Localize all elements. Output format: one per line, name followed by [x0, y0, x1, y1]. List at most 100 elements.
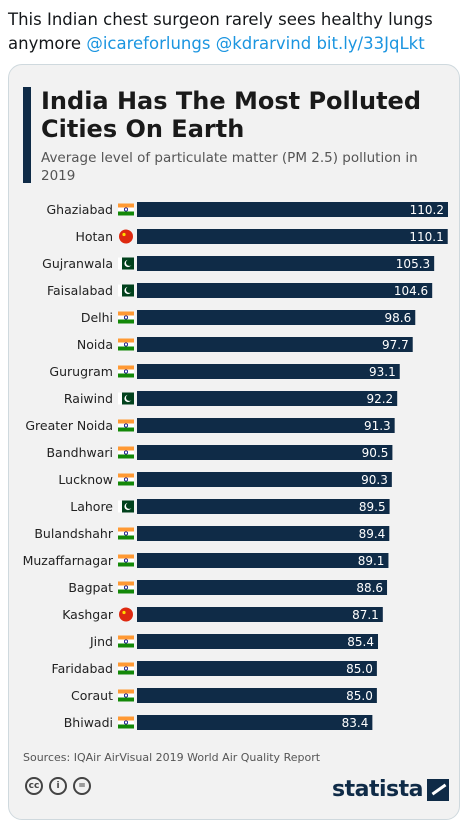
bar — [137, 229, 448, 244]
bar — [137, 553, 389, 568]
value-label: 105.3 — [396, 257, 430, 271]
flag-india-icon — [118, 419, 134, 424]
flag-india-icon-band — [118, 531, 134, 536]
value-label: 89.4 — [359, 527, 386, 541]
flag-india-icon-wheel — [124, 423, 129, 428]
flag-china-icon — [119, 229, 133, 244]
flag-india-icon-band — [118, 346, 134, 351]
flag-india-icon-band — [118, 342, 134, 347]
value-label: 85.4 — [347, 635, 374, 649]
city-label: Gujranwala — [42, 256, 113, 271]
city-label: Kashgar — [62, 607, 114, 622]
city-label: Hotan — [75, 229, 113, 244]
flag-india-icon-wheel — [124, 585, 129, 590]
flag-india-icon — [118, 311, 134, 316]
statista-logo[interactable]: statista — [332, 777, 449, 802]
flag-india-icon-band — [118, 589, 134, 594]
flag-india-icon-band — [118, 585, 134, 590]
flag-india-icon-band — [118, 427, 134, 432]
flag-india-icon-band — [118, 697, 134, 702]
city-label: Bulandshahr — [34, 526, 114, 541]
short-url-link[interactable]: bit.ly/33JqLkt — [316, 34, 425, 53]
bar — [137, 256, 435, 271]
flag-india-icon-band — [118, 373, 134, 378]
bar — [137, 634, 379, 649]
flag-india-icon-band — [118, 670, 134, 675]
flag-india-icon-band — [118, 369, 134, 374]
flag-india-icon-wheel — [124, 207, 129, 212]
flag-india-icon-band — [118, 319, 134, 324]
value-label: 93.1 — [369, 365, 396, 379]
flag-india-icon-band — [118, 454, 134, 459]
chart-title: India Has The Most Polluted Cities On Ea… — [41, 87, 422, 143]
mention-link-kdrarvind[interactable]: @kdrarvind — [215, 34, 312, 53]
flag-india-icon-band — [118, 481, 134, 486]
flag-india-icon-band — [118, 693, 134, 698]
infographic-card[interactable]: India Has The Most Polluted Cities On Ea… — [8, 64, 460, 820]
value-label: 110.1 — [409, 230, 443, 244]
flag-china-icon-star — [122, 610, 126, 615]
value-label: 85.0 — [346, 689, 373, 703]
flag-india-icon-band — [118, 207, 134, 212]
bar — [137, 715, 373, 730]
city-label: Noida — [77, 337, 113, 352]
value-label: 85.0 — [346, 662, 373, 676]
flag-pakistan-icon-band — [118, 257, 122, 270]
chart-subtitle: Average level of particulate matter (PM … — [41, 150, 418, 184]
flag-india-icon-wheel — [124, 342, 129, 347]
flag-china-icon — [119, 607, 133, 622]
flag-india-icon — [118, 554, 134, 559]
flag-india-icon — [118, 689, 134, 694]
bar — [137, 310, 416, 325]
value-label: 83.4 — [342, 716, 369, 730]
flag-india-icon — [118, 581, 134, 586]
city-label: Lahore — [70, 499, 113, 514]
no-derivatives-icon: = — [73, 777, 91, 795]
flag-india-icon — [118, 365, 134, 370]
source-note: Sources: IQAir AirVisual 2019 World Air … — [23, 751, 321, 764]
flag-india-icon — [118, 716, 134, 721]
city-label: Coraut — [71, 688, 113, 703]
bar — [137, 661, 377, 676]
flag-india-icon — [118, 473, 134, 478]
city-label: Ghaziabad — [47, 202, 114, 217]
flag-india-icon-band — [118, 724, 134, 729]
flag-india-icon-band — [118, 211, 134, 216]
flag-india-icon — [118, 446, 134, 451]
city-label: Lucknow — [58, 472, 113, 487]
flag-china-icon-star — [122, 232, 126, 237]
value-label: 89.5 — [359, 500, 386, 514]
flag-india-icon-band — [118, 639, 134, 644]
bar — [137, 526, 390, 541]
city-label: Delhi — [81, 310, 113, 325]
flag-pakistan-icon-band — [118, 284, 122, 297]
bar — [137, 580, 388, 595]
flag-india-icon-wheel — [124, 315, 129, 320]
value-label: 92.2 — [366, 392, 393, 406]
city-label: Faisalabad — [47, 283, 113, 298]
city-label: Gurugram — [49, 364, 113, 379]
bar — [137, 337, 413, 352]
flag-pakistan-icon-crescent-cut — [126, 394, 133, 401]
city-label: Muzaffarnagar — [23, 553, 114, 568]
flag-india-icon-wheel — [124, 477, 129, 482]
flag-india-icon-band — [118, 477, 134, 482]
flag-india-icon-wheel — [124, 558, 129, 563]
cc-icon: cc — [25, 777, 43, 795]
flag-india-icon — [118, 203, 134, 208]
city-label: Bandhwari — [46, 445, 113, 460]
mention-link-icareforlungs[interactable]: @icareforlungs — [86, 34, 211, 53]
bar — [137, 445, 393, 460]
value-label: 90.3 — [361, 473, 388, 487]
value-label: 91.3 — [364, 419, 391, 433]
flag-india-icon-band — [118, 535, 134, 540]
bar — [137, 499, 390, 514]
bar-chart: Ghaziabad 110.2 Hotan 110.1 Gujranwala 105.3 F… — [23, 202, 448, 730]
flag-india-icon-wheel — [124, 450, 129, 455]
statista-mark-icon — [427, 778, 449, 801]
bar — [137, 202, 448, 217]
value-label: 110.2 — [410, 203, 444, 217]
flag-india-icon-band — [118, 562, 134, 567]
flag-india-icon-wheel — [124, 720, 129, 725]
flag-india-icon-wheel — [124, 639, 129, 644]
